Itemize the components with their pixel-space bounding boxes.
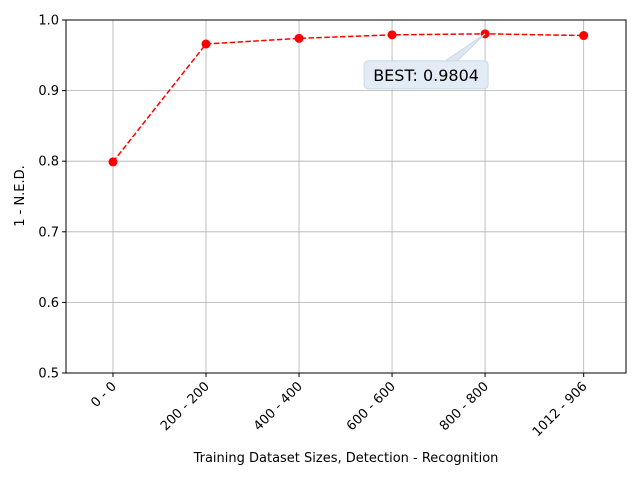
y-tick-label: 0.8 xyxy=(38,155,59,170)
y-tick-label: 0.6 xyxy=(38,296,59,311)
point xyxy=(387,30,397,40)
point xyxy=(201,39,211,49)
y-tick-label: 1.0 xyxy=(38,14,59,29)
plot-frame xyxy=(65,19,627,374)
y-tick-label: 0.9 xyxy=(38,84,59,99)
annotation-box xyxy=(363,60,489,90)
annotation-text: BEST: 0.9804 xyxy=(373,66,479,85)
annotation-arrow xyxy=(442,33,486,63)
x-tick-label: 600 - 600 xyxy=(344,379,399,434)
point xyxy=(294,33,304,43)
point xyxy=(108,157,118,167)
line xyxy=(112,33,584,163)
x-tick-label: 200 - 200 xyxy=(158,379,213,434)
point xyxy=(579,31,589,41)
x-axis-label: Training Dataset Sizes, Detection - Reco… xyxy=(193,451,499,466)
x-tick-label: 1012 - 906 xyxy=(530,379,591,440)
y-tick-label: 0.5 xyxy=(38,367,59,382)
annotation: BEST: 0.9804 xyxy=(363,33,489,90)
y-axis-label: 1 - N.E.D. xyxy=(13,165,28,227)
x-tick-label: 0 - 0 xyxy=(88,379,119,410)
x-tick-label: 800 - 800 xyxy=(437,379,492,434)
x-tick-label: 400 - 400 xyxy=(251,379,306,434)
y-tick-label: 0.7 xyxy=(38,225,59,240)
